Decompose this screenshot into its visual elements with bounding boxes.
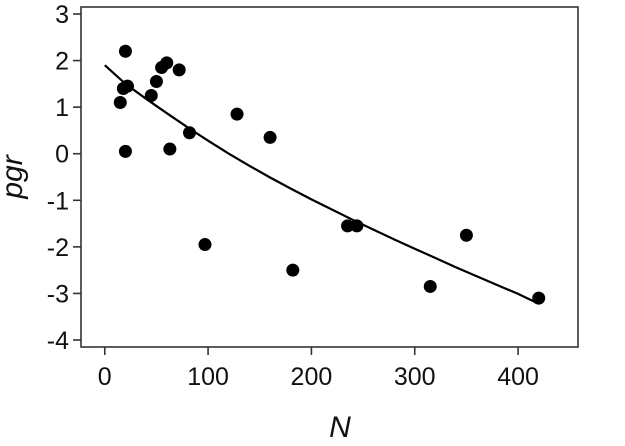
- data-point: [341, 219, 355, 233]
- data-point: [144, 88, 158, 102]
- data-point: [230, 107, 244, 121]
- data-point: [149, 75, 163, 89]
- x-axis: 0 100 200 300 400: [98, 347, 539, 391]
- data-point: [113, 95, 127, 109]
- data-point: [263, 130, 277, 144]
- data-point: [198, 238, 212, 252]
- y-axis: -4 -3 -2 -1 0 1 2 3: [47, 1, 81, 355]
- y-tick-label: -4: [47, 327, 69, 355]
- x-axis-label: N: [329, 411, 351, 444]
- y-tick-label: -2: [47, 234, 69, 262]
- data-point: [286, 263, 300, 277]
- data-point: [120, 79, 134, 93]
- y-tick-label: 2: [55, 48, 69, 76]
- data-point: [182, 126, 196, 140]
- data-point: [423, 279, 437, 293]
- plot-frame: [80, 6, 579, 348]
- data-point: [118, 144, 132, 158]
- y-tick-label: -1: [47, 187, 69, 215]
- data-point: [118, 44, 132, 58]
- data-point: [172, 63, 186, 77]
- fitted-curve: [104, 64, 540, 305]
- data-point: [160, 56, 174, 70]
- x-tick-label: 300: [394, 363, 436, 391]
- x-tick-label: 0: [98, 363, 112, 391]
- data-point: [532, 291, 546, 305]
- y-tick-label: 3: [55, 1, 69, 29]
- x-tick-label: 400: [497, 363, 539, 391]
- data-point: [459, 228, 473, 242]
- y-axis-label: pgr: [0, 154, 29, 199]
- x-tick-label: 200: [291, 363, 333, 391]
- data-point: [350, 219, 364, 233]
- y-tick-label: 0: [55, 141, 69, 169]
- y-tick-label: 1: [55, 94, 69, 122]
- data-points: [113, 44, 546, 305]
- y-tick-label: -3: [47, 280, 69, 308]
- x-tick-label: 100: [187, 363, 229, 391]
- data-point: [163, 142, 177, 156]
